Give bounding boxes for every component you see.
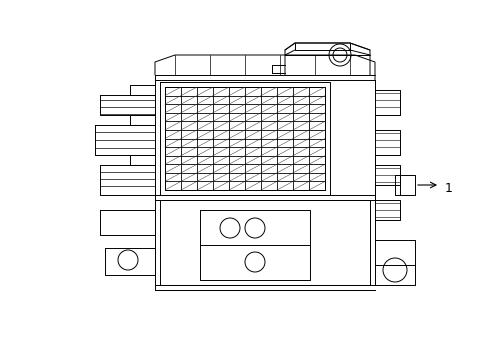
Text: 1: 1 [444,181,452,194]
